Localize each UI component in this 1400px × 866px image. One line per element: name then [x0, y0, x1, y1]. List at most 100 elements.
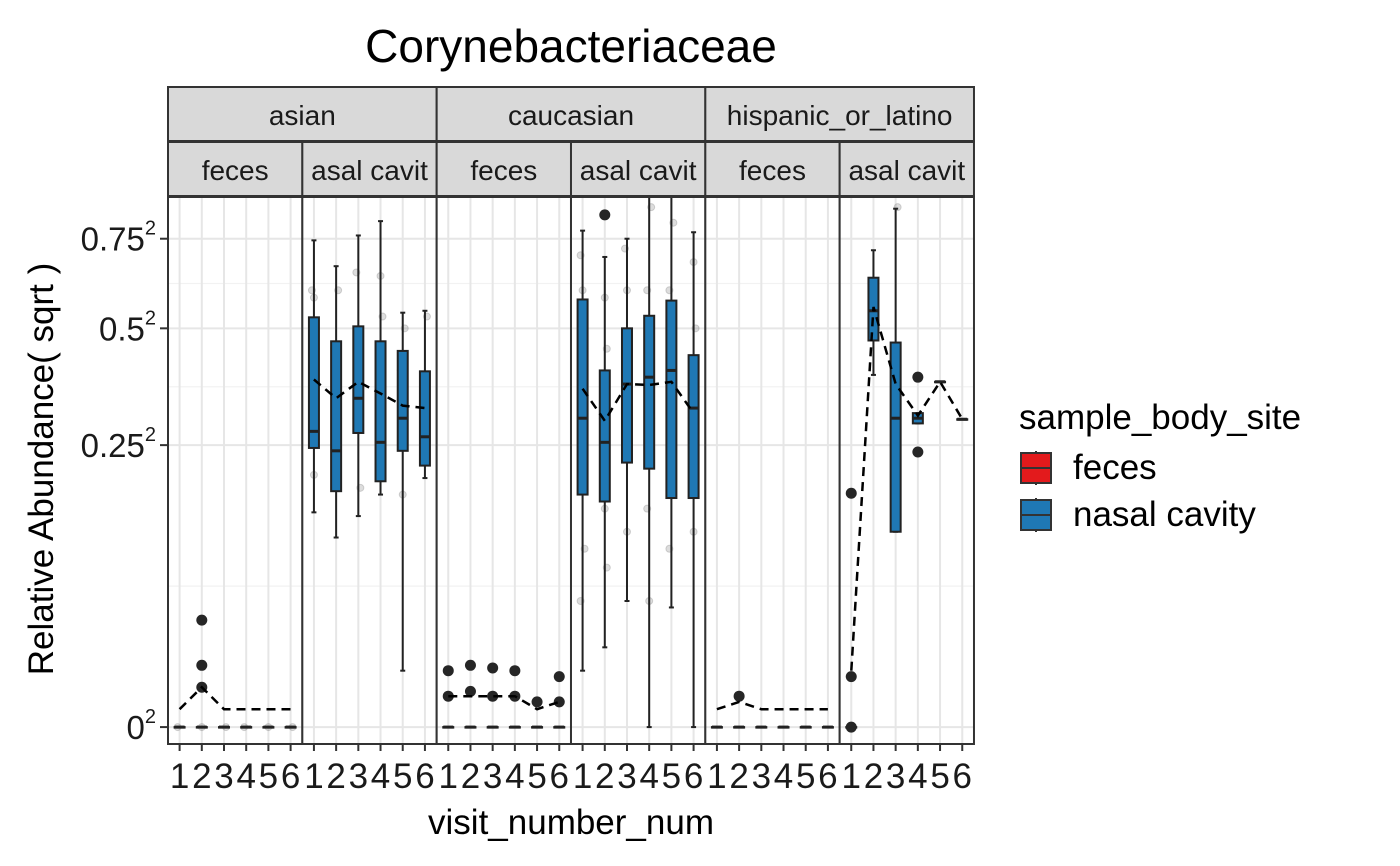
mean-trend-line	[850, 306, 964, 671]
strip-sub-label: asal cavit	[580, 155, 697, 186]
legend-item-nasal-cavity: nasal cavity	[1019, 491, 1301, 538]
box-visit-2	[598, 255, 611, 649]
strip-top-label: asian	[269, 100, 336, 131]
y-tick-exponent: 2	[145, 424, 156, 446]
panel-background	[839, 197, 974, 744]
chart-title: Corynebacteriaceae	[365, 20, 777, 72]
x-tick-label: 1	[170, 757, 189, 796]
panel-background	[570, 197, 706, 744]
box-body	[598, 369, 611, 503]
box-visit-1	[442, 725, 455, 729]
x-tick-label: 3	[214, 757, 233, 796]
x-tick-label: 6	[415, 757, 434, 796]
box-visit-4	[374, 220, 387, 496]
outlier-point	[196, 614, 208, 626]
mean-trend-line	[448, 694, 560, 711]
legend-key-nasal-cavity	[1020, 497, 1052, 532]
x-tick-label: 3	[483, 757, 502, 796]
box-visit-4	[508, 725, 521, 729]
box-body	[687, 354, 700, 500]
box-body	[665, 299, 678, 500]
box-visit-2	[195, 725, 208, 729]
mean-trend-line	[581, 380, 695, 424]
x-tick-label: 6	[684, 757, 703, 796]
x-tick-label: 2	[864, 757, 883, 796]
x-tick-label: 3	[617, 757, 636, 796]
plot-area: feces asal cavit feces asal cavit feces asal …	[167, 86, 975, 745]
x-tick-label: 1	[573, 757, 592, 796]
box-visit-3	[352, 234, 365, 518]
box-visit-6	[956, 417, 969, 421]
strip-sub-label: asal cavit	[311, 155, 428, 186]
x-tick-label: 5	[259, 757, 278, 796]
mean-trend-line	[178, 685, 291, 711]
outlier-point	[553, 671, 565, 683]
box-visit-5	[799, 725, 812, 729]
x-tick-label: 6	[550, 757, 569, 796]
x-tick-label: 2	[192, 757, 211, 796]
x-tick-label: 5	[527, 757, 546, 796]
box-visit-4	[240, 725, 253, 729]
box-visit-6	[687, 231, 700, 729]
x-tick-label: 4	[639, 757, 658, 796]
x-tick-label: 1	[842, 757, 861, 796]
box-visit-6	[553, 725, 566, 729]
strip-top-hispanic_or_latino: hispanic_or_latino	[704, 86, 975, 142]
mean-trend-line	[313, 378, 426, 410]
x-tick-label: 6	[953, 757, 972, 796]
box-visit-4	[777, 725, 790, 729]
strip-top-background	[704, 86, 975, 142]
box-visit-6	[284, 725, 297, 729]
legend-key-feces	[1020, 450, 1052, 485]
y-axis: 02 0.252 0.52 0.752	[81, 218, 168, 746]
strip-top-background	[435, 86, 707, 142]
outlier-point	[487, 662, 499, 674]
panel-hispanic_or_latino-feces: feces	[704, 141, 841, 745]
box-body	[374, 340, 387, 483]
panel-background	[302, 197, 437, 744]
outlier-point	[733, 690, 745, 702]
strip-sub-label: feces	[739, 155, 806, 186]
box-visit-5	[396, 311, 409, 672]
x-tick-label: 4	[908, 757, 927, 796]
box-visit-1	[576, 229, 589, 672]
outlier-point	[196, 659, 208, 671]
x-tick-label: 5	[930, 757, 949, 796]
panel-caucasian-nasal-cavity: asal cavit	[569, 141, 707, 745]
x-tick-label: 2	[595, 757, 614, 796]
box-visit-1	[710, 725, 723, 729]
box-visit-4	[911, 412, 924, 425]
box-body	[330, 340, 343, 493]
y-tick-label: 02	[127, 706, 156, 746]
strip-top-background	[167, 86, 438, 142]
box-visit-4	[643, 191, 656, 729]
y-axis-label: Relative Abundance( sqrt )	[22, 263, 61, 675]
box-visit-5	[531, 725, 544, 729]
box-visit-3	[620, 237, 633, 602]
x-tick-label: 4	[236, 757, 255, 796]
box-visit-3	[218, 725, 230, 729]
y-tick-label: 0.52	[99, 307, 156, 347]
box-body	[396, 349, 409, 452]
legend: sample_body_site feces nasal cavity	[1019, 396, 1301, 538]
x-tick-label: 4	[774, 757, 793, 796]
box-visit-2	[330, 265, 343, 539]
outlier-point	[553, 696, 565, 708]
legend-label-feces: feces	[1073, 447, 1157, 487]
x-tick-label: 1	[439, 757, 458, 796]
strip-sub-label: asal cavit	[848, 155, 965, 186]
x-tick-label: 1	[304, 757, 323, 796]
strip-top-label: caucasian	[508, 100, 634, 131]
box-visit-2	[464, 725, 477, 729]
strip-sub-background	[838, 141, 975, 197]
x-tick-label: 5	[393, 757, 412, 796]
box-visit-2	[733, 725, 746, 729]
outlier-point	[442, 690, 454, 702]
outlier-point	[487, 690, 499, 702]
x-tick-label: 2	[461, 757, 480, 796]
outlier-point	[845, 487, 857, 499]
outlier-point	[509, 665, 521, 677]
x-tick-label: 5	[796, 757, 815, 796]
panel-asian-feces: feces	[167, 141, 304, 745]
